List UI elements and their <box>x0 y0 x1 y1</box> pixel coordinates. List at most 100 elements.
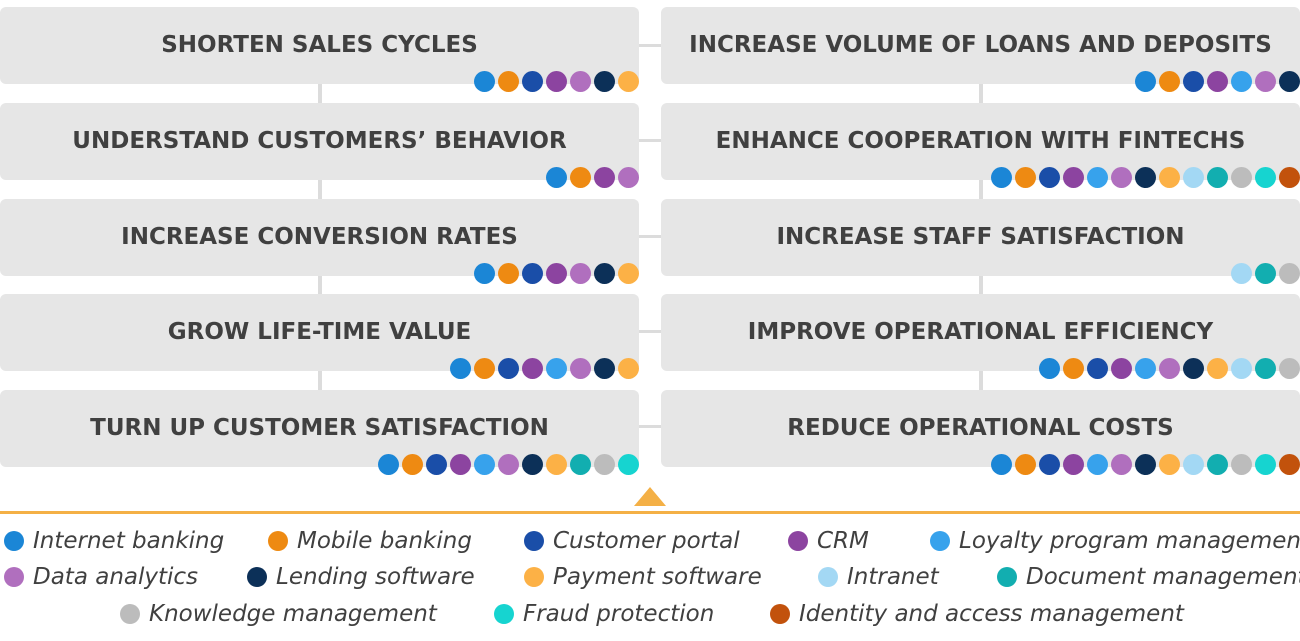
tool-dot-lending <box>1183 358 1204 379</box>
legend-label: Document management <box>1026 564 1300 590</box>
tool-dot-crm <box>1207 71 1228 92</box>
legend-swatch <box>247 567 267 587</box>
tool-dot-crm <box>450 454 471 475</box>
tool-dot-payment <box>1159 454 1180 475</box>
tool-dot-data-analytics <box>1159 358 1180 379</box>
tool-dot-payment <box>618 71 639 92</box>
tool-dot-lending <box>1135 454 1156 475</box>
goal-title: INCREASE VOLUME OF LOANS AND DEPOSITS <box>689 32 1272 58</box>
tool-dot-mobile-banking <box>1063 358 1084 379</box>
goal-card-grow-life-time-value: GROW LIFE-TIME VALUE <box>0 294 639 379</box>
legend-label: Lending software <box>276 564 475 590</box>
tool-dot-loyalty <box>1087 167 1108 188</box>
legend-item-fraud: Fraud protection <box>494 601 714 627</box>
goal-tool-dots <box>474 263 639 284</box>
tool-dot-data-analytics <box>1255 71 1276 92</box>
legend-row-3: Knowledge management Fraud protection Id… <box>0 601 1300 637</box>
row-connector-3 <box>638 235 662 238</box>
tool-dot-mobile-banking <box>1015 454 1036 475</box>
tool-dot-mobile-banking <box>1015 167 1036 188</box>
row-connector-5 <box>638 425 662 428</box>
tool-dot-crm <box>1063 167 1084 188</box>
tool-dot-data-analytics <box>1111 167 1132 188</box>
tool-dot-identity <box>1279 167 1300 188</box>
legend-item-lending: Lending software <box>247 564 475 590</box>
goal-tool-dots <box>991 454 1300 475</box>
tool-dot-identity <box>1279 454 1300 475</box>
tool-dot-mobile-banking <box>1159 71 1180 92</box>
tool-dot-crm <box>594 167 615 188</box>
tool-dot-internet-banking <box>450 358 471 379</box>
goal-card-reduce-operational-costs: REDUCE OPERATIONAL COSTS <box>661 390 1300 475</box>
tool-dot-knowledge <box>1279 263 1300 284</box>
legend-item-identity: Identity and access management <box>770 601 1184 627</box>
legend-label: Customer portal <box>553 528 740 554</box>
goal-tool-dots <box>546 167 639 188</box>
tool-dot-document <box>1207 454 1228 475</box>
tool-dot-crm <box>522 358 543 379</box>
tool-dot-lending <box>1135 167 1156 188</box>
tool-dot-document <box>570 454 591 475</box>
tool-dot-intranet <box>1231 263 1252 284</box>
legend-swatch <box>268 531 288 551</box>
legend: Internet banking Mobile banking Customer… <box>0 528 1300 641</box>
tool-dot-crm <box>546 263 567 284</box>
legend-item-document: Document management <box>997 564 1300 590</box>
tool-dot-fraud <box>618 454 639 475</box>
legend-row-2: Data analytics Lending software Payment … <box>0 564 1300 600</box>
tool-dot-loyalty <box>1231 71 1252 92</box>
tool-dot-customer-portal <box>1087 358 1108 379</box>
legend-label: Mobile banking <box>297 528 472 554</box>
goal-tool-dots <box>991 167 1300 188</box>
tool-dot-customer-portal <box>1183 71 1204 92</box>
legend-swatch <box>770 604 790 624</box>
goal-tool-dots <box>378 454 639 475</box>
tool-dot-payment <box>1207 358 1228 379</box>
tool-dot-payment <box>546 454 567 475</box>
goal-card-increase-conversion-rates: INCREASE CONVERSION RATES <box>0 199 639 284</box>
legend-label: Payment software <box>553 564 762 590</box>
tool-dot-intranet <box>1231 358 1252 379</box>
legend-divider <box>0 511 1300 514</box>
legend-swatch <box>997 567 1017 587</box>
tool-dot-internet-banking <box>474 263 495 284</box>
legend-label: CRM <box>817 528 869 554</box>
tool-dot-customer-portal <box>522 263 543 284</box>
tool-dot-intranet <box>1183 167 1204 188</box>
legend-label: Identity and access management <box>799 601 1184 627</box>
tool-dot-crm <box>546 71 567 92</box>
goal-tool-dots <box>450 358 639 379</box>
tool-dot-lending <box>522 454 543 475</box>
legend-label: Knowledge management <box>149 601 437 627</box>
tool-dot-fraud <box>1255 454 1276 475</box>
goal-card-increase-staff-satisfaction: INCREASE STAFF SATISFACTION <box>661 199 1300 284</box>
tool-dot-mobile-banking <box>402 454 423 475</box>
tool-dot-customer-portal <box>522 71 543 92</box>
tool-dot-knowledge <box>1279 358 1300 379</box>
tool-dot-lending <box>1279 71 1300 92</box>
tool-dot-loyalty <box>546 358 567 379</box>
goal-title: UNDERSTAND CUSTOMERS’ BEHAVIOR <box>72 128 567 154</box>
row-connector-2 <box>638 139 662 142</box>
goal-tool-dots <box>1135 71 1300 92</box>
goal-title: INCREASE STAFF SATISFACTION <box>776 224 1185 250</box>
pointer-triangle <box>634 487 666 506</box>
tool-dot-data-analytics <box>570 358 591 379</box>
tool-dot-customer-portal <box>1039 454 1060 475</box>
legend-item-crm: CRM <box>788 528 869 554</box>
legend-item-data-analytics: Data analytics <box>4 564 198 590</box>
tool-dot-mobile-banking <box>570 167 591 188</box>
tool-dot-payment <box>618 263 639 284</box>
tool-dot-data-analytics <box>570 263 591 284</box>
legend-item-intranet: Intranet <box>818 564 939 590</box>
tool-dot-internet-banking <box>546 167 567 188</box>
goal-title: SHORTEN SALES CYCLES <box>161 32 478 58</box>
legend-swatch <box>788 531 808 551</box>
tool-dot-lending <box>594 358 615 379</box>
tool-dot-crm <box>1063 454 1084 475</box>
tool-dot-loyalty <box>1087 454 1108 475</box>
tool-dot-internet-banking <box>991 167 1012 188</box>
tool-dot-internet-banking <box>378 454 399 475</box>
tool-dot-document <box>1255 263 1276 284</box>
goal-tool-dots <box>1039 358 1300 379</box>
